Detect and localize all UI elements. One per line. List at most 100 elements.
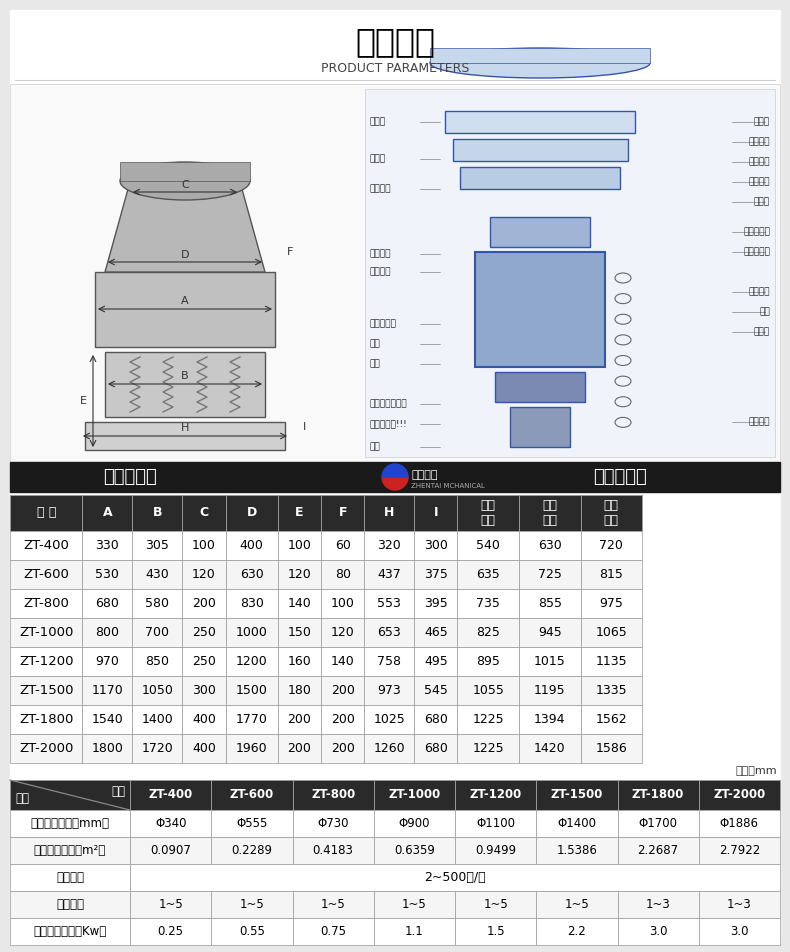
Bar — [278, 676, 321, 705]
Text: 0.55: 0.55 — [239, 925, 265, 938]
Text: 颚外重锤板: 颚外重锤板 — [743, 248, 770, 256]
Text: 200: 200 — [331, 684, 355, 697]
Bar — [130, 918, 211, 945]
Bar — [10, 780, 130, 810]
Text: 200: 200 — [192, 597, 216, 610]
Bar — [10, 891, 130, 918]
Bar — [519, 495, 581, 531]
Bar — [374, 837, 455, 864]
Bar — [133, 705, 182, 734]
Text: 200: 200 — [288, 713, 311, 726]
Bar — [457, 705, 519, 734]
Bar — [364, 560, 414, 589]
Bar — [292, 810, 374, 837]
Bar — [10, 676, 82, 705]
Text: 1540: 1540 — [92, 713, 123, 726]
Text: 进料口: 进料口 — [754, 117, 770, 127]
Text: 1000: 1000 — [236, 626, 268, 639]
Text: 有效筛分面积（m²）: 有效筛分面积（m²） — [34, 844, 106, 857]
Text: 1225: 1225 — [472, 742, 504, 755]
Text: 973: 973 — [378, 684, 401, 697]
Bar — [581, 734, 642, 763]
Text: ZT-2000: ZT-2000 — [713, 788, 766, 802]
Bar — [364, 676, 414, 705]
Bar — [581, 676, 642, 705]
Bar — [10, 589, 82, 618]
Text: 400: 400 — [192, 713, 216, 726]
Text: 2~500目/吋: 2~500目/吋 — [424, 871, 486, 884]
Text: 1~5: 1~5 — [483, 898, 508, 911]
Text: E: E — [295, 506, 304, 520]
Text: 0.4183: 0.4183 — [313, 844, 354, 857]
Wedge shape — [382, 477, 408, 490]
Text: A: A — [103, 506, 112, 520]
Bar — [226, 589, 278, 618]
Bar — [457, 618, 519, 647]
Text: 680: 680 — [96, 597, 119, 610]
Text: C: C — [181, 180, 189, 190]
Bar — [519, 560, 581, 589]
Text: 1400: 1400 — [141, 713, 173, 726]
Bar — [182, 531, 226, 560]
Bar — [510, 407, 570, 447]
Text: 1050: 1050 — [141, 684, 173, 697]
Bar — [278, 734, 321, 763]
Bar — [455, 837, 536, 864]
Bar — [581, 531, 642, 560]
Text: 735: 735 — [476, 597, 500, 610]
Bar — [292, 837, 374, 864]
Bar — [364, 531, 414, 560]
Text: 1960: 1960 — [236, 742, 268, 755]
Text: 1500: 1500 — [236, 684, 268, 697]
Text: 970: 970 — [96, 655, 119, 668]
Bar — [226, 618, 278, 647]
Bar — [460, 167, 620, 189]
Text: 2.2: 2.2 — [567, 925, 586, 938]
Bar — [321, 647, 364, 676]
Text: 545: 545 — [424, 684, 448, 697]
Text: 100: 100 — [192, 539, 216, 552]
Bar — [365, 89, 775, 457]
Text: 0.6359: 0.6359 — [394, 844, 434, 857]
Text: 筛网法兰: 筛网法兰 — [748, 177, 770, 187]
Bar — [85, 422, 285, 450]
Bar — [182, 560, 226, 589]
Text: ZT-2000: ZT-2000 — [19, 742, 73, 755]
Bar — [10, 810, 130, 837]
Bar — [211, 810, 292, 837]
Bar — [278, 589, 321, 618]
Ellipse shape — [120, 162, 250, 200]
Bar — [581, 618, 642, 647]
Text: 振动电机功率（Kw）: 振动电机功率（Kw） — [33, 925, 107, 938]
Text: 1770: 1770 — [236, 713, 268, 726]
Text: 815: 815 — [600, 568, 623, 581]
Bar — [618, 891, 698, 918]
Bar — [130, 864, 780, 891]
Bar — [414, 495, 457, 531]
Bar — [82, 705, 133, 734]
Bar — [226, 647, 278, 676]
Bar — [519, 705, 581, 734]
Text: 型 号: 型 号 — [36, 506, 56, 520]
Bar — [364, 647, 414, 676]
Bar — [618, 837, 698, 864]
Text: 725: 725 — [538, 568, 562, 581]
Text: H: H — [181, 423, 189, 433]
Bar — [278, 531, 321, 560]
Text: 855: 855 — [538, 597, 562, 610]
Bar — [414, 531, 457, 560]
Bar — [581, 589, 642, 618]
Bar — [374, 918, 455, 945]
Text: 1.1: 1.1 — [405, 925, 423, 938]
Text: 140: 140 — [331, 655, 355, 668]
Bar — [82, 618, 133, 647]
Text: ZT-1800: ZT-1800 — [632, 788, 684, 802]
Bar — [278, 495, 321, 531]
Bar — [182, 647, 226, 676]
Text: ZT-400: ZT-400 — [149, 788, 193, 802]
Text: 160: 160 — [288, 655, 311, 668]
Bar — [698, 780, 780, 810]
Bar — [581, 560, 642, 589]
Text: ZT-1000: ZT-1000 — [19, 626, 73, 639]
Text: 1260: 1260 — [374, 742, 405, 755]
